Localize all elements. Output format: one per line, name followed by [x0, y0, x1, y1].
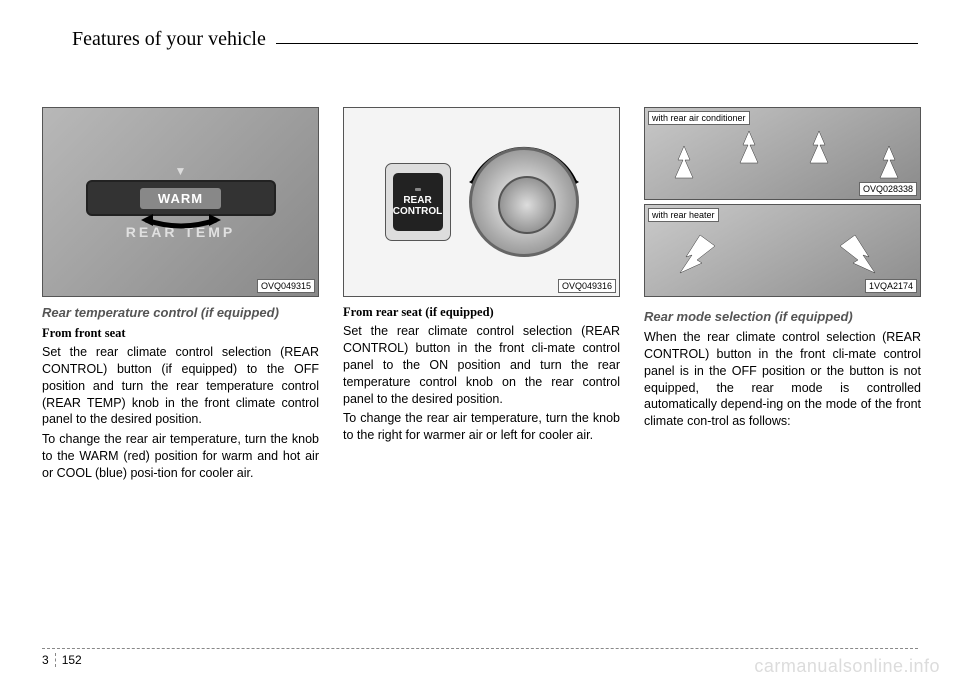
rear-temperature-knob: [469, 147, 579, 257]
warm-knob: WARM: [86, 180, 276, 216]
manual-page: Features of your vehicle ▼ WARM REAR: [0, 0, 960, 689]
header-title: Features of your vehicle: [42, 28, 276, 51]
figure-rear-heater: with rear heater 1VQA2174: [644, 204, 921, 297]
warm-label: WARM: [140, 188, 221, 209]
content-columns: ▼ WARM REAR TEMP OVQ049315 Rear temperat…: [42, 107, 918, 482]
led-icon: [415, 188, 421, 191]
col1-subtitle: Rear temperature control (if equipped): [42, 305, 319, 322]
col1-subhead: From front seat: [42, 326, 319, 341]
col2-paragraph-2: To change the rear air temperature, turn…: [343, 410, 620, 444]
col2-subhead: From rear seat (if equipped): [343, 305, 620, 320]
column-3: with rear air conditioner OVQ028338 with…: [644, 107, 921, 482]
page-number: 152: [62, 653, 82, 667]
section-number: 3: [42, 653, 56, 667]
figure-rear-air-conditioner: with rear air conditioner OVQ028338: [644, 107, 921, 200]
rear-control-button-face: REAR CONTROL: [393, 173, 443, 231]
header-rule: [276, 43, 918, 44]
watermark: carmanualsonline.info: [754, 656, 940, 677]
figure2-code: OVQ049316: [558, 279, 616, 293]
col3-paragraph-1: When the rear climate control selection …: [644, 329, 921, 430]
figure-rear-temp-knob: ▼ WARM REAR TEMP OVQ049315: [42, 107, 319, 297]
figure3b-code: 1VQA2174: [865, 279, 917, 293]
figure1-code: OVQ049315: [257, 279, 315, 293]
figure3a-code: OVQ028338: [859, 182, 917, 196]
figure1-illustration: ▼ WARM REAR TEMP: [86, 164, 276, 240]
col1-paragraph-1: Set the rear climate control selection (…: [42, 344, 319, 428]
figure-rear-control-button: REAR CONTROL: [343, 107, 620, 297]
col2-paragraph-1: Set the rear climate control selection (…: [343, 323, 620, 407]
figure2-illustration: REAR CONTROL: [385, 147, 579, 257]
col1-paragraph-2: To change the rear air temperature, turn…: [42, 431, 319, 482]
header-row: Features of your vehicle: [42, 28, 918, 51]
rear-knob-wrap: [469, 147, 579, 257]
column-1: ▼ WARM REAR TEMP OVQ049315 Rear temperat…: [42, 107, 319, 482]
knob-center: [498, 176, 556, 234]
col3-subtitle: Rear mode selection (if equipped): [644, 309, 921, 326]
triangle-indicator-icon: ▼: [86, 164, 276, 178]
double-arrow-icon: [141, 210, 221, 230]
rear-control-label-1: REAR: [403, 195, 431, 206]
rear-control-button: REAR CONTROL: [385, 163, 451, 241]
column-2: REAR CONTROL: [343, 107, 620, 482]
rear-control-label-2: CONTROL: [393, 206, 442, 217]
